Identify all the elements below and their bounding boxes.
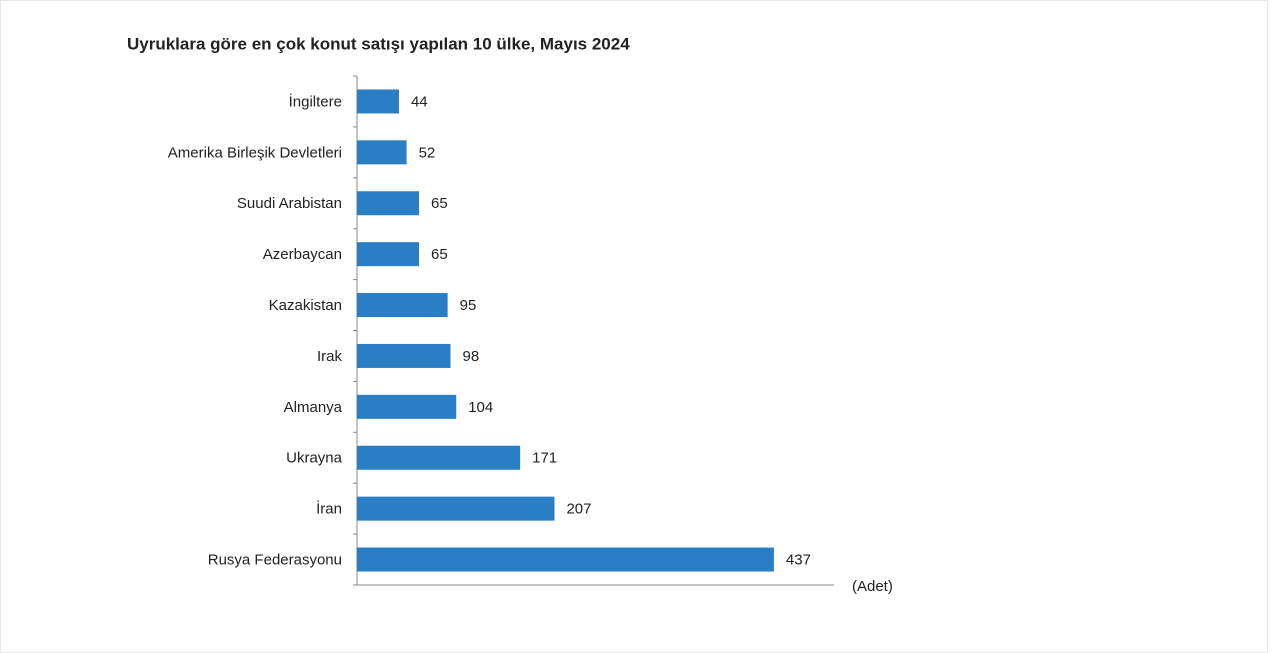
bar xyxy=(357,191,420,216)
value-label: 65 xyxy=(431,195,448,212)
value-label: 171 xyxy=(532,450,557,467)
bar xyxy=(357,445,521,470)
category-label: Suudi Arabistan xyxy=(237,195,342,212)
category-label: Kazakistan xyxy=(269,297,342,314)
category-label: Irak xyxy=(317,348,343,365)
bar xyxy=(357,293,448,318)
bar xyxy=(357,140,407,165)
bar xyxy=(357,242,420,267)
value-label: 95 xyxy=(460,297,477,314)
bar xyxy=(357,343,451,368)
value-label: 104 xyxy=(468,399,493,416)
chart-title: Uyruklara göre en çok konut satışı yapıl… xyxy=(127,34,630,53)
value-label: 207 xyxy=(566,501,591,518)
value-label: 44 xyxy=(411,93,428,110)
x-axis-label: (Adet) xyxy=(852,578,893,595)
value-label: 65 xyxy=(431,246,448,263)
category-label: Azerbaycan xyxy=(263,246,342,263)
category-label: İran xyxy=(316,500,342,518)
bar xyxy=(357,496,555,521)
bar xyxy=(357,394,457,419)
category-label: Amerika Birleşik Devletleri xyxy=(168,144,342,161)
category-label: Rusya Federasyonu xyxy=(208,552,342,569)
bar xyxy=(357,547,774,572)
category-label: Almanya xyxy=(284,399,343,416)
value-label: 52 xyxy=(419,144,436,161)
category-label: Ukrayna xyxy=(286,450,343,467)
category-label: İngiltere xyxy=(289,92,342,110)
value-label: 98 xyxy=(462,348,479,365)
bar xyxy=(357,89,399,114)
value-label: 437 xyxy=(786,552,811,569)
